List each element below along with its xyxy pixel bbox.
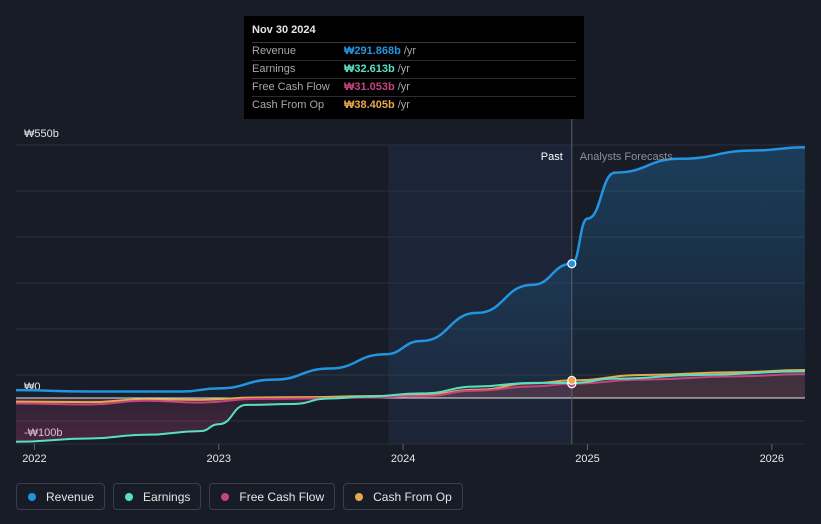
legend-item-cash-from-op[interactable]: Cash From Op xyxy=(343,483,463,510)
legend: Revenue Earnings Free Cash Flow Cash Fro… xyxy=(16,483,463,510)
tooltip-value: ₩38.405b xyxy=(344,99,395,111)
past-label: Past xyxy=(541,151,563,163)
tooltip-unit: /yr xyxy=(397,63,410,75)
legend-item-earnings[interactable]: Earnings xyxy=(113,483,202,510)
legend-label: Revenue xyxy=(46,489,95,504)
cash-from-op-marker xyxy=(567,375,577,385)
tooltip-label: Earnings xyxy=(252,63,296,75)
tooltip-row-revenue: Revenue ₩291.868b /yr xyxy=(252,43,576,61)
revenue-area xyxy=(16,147,805,398)
legend-item-revenue[interactable]: Revenue xyxy=(16,483,106,510)
tooltip-unit: /yr xyxy=(403,45,417,57)
earnings-line xyxy=(15,370,806,443)
revenue-dot-icon xyxy=(28,492,36,501)
tooltip-date: Nov 30 2024 xyxy=(252,23,576,43)
earnings-dot-icon xyxy=(125,492,134,501)
tooltip: Nov 30 2024 Revenue ₩291.868b /yr Earnin… xyxy=(244,16,584,119)
chart-area: ₩550b₩0-₩100bPastAnalysts Forecasts20222… xyxy=(15,118,806,465)
tooltip-row-free-cash-flow: Free Cash Flow ₩31.053b /yr xyxy=(252,79,576,97)
tooltip-label: Revenue xyxy=(252,45,297,57)
earnings-area xyxy=(16,371,805,442)
free-cash-flow-line xyxy=(15,373,806,406)
forecast-label: Analysts Forecasts xyxy=(580,151,673,163)
x-tick-label: 2026 xyxy=(760,453,784,465)
free-cash-flow-dot-icon xyxy=(221,492,230,501)
revenue-line xyxy=(15,146,806,393)
x-tick-label: 2025 xyxy=(575,453,599,465)
y-tick-label: ₩550b xyxy=(24,128,59,140)
cash-from-op-dot-icon xyxy=(355,492,364,501)
x-tick-label: 2023 xyxy=(207,453,231,465)
tooltip-unit: /yr xyxy=(397,99,410,111)
legend-label: Earnings xyxy=(143,489,191,504)
tooltip-value: ₩291.868b xyxy=(344,45,401,57)
legend-label: Free Cash Flow xyxy=(239,489,325,504)
tooltip-unit: /yr xyxy=(397,81,410,93)
tooltip-label: Cash From Op xyxy=(252,99,325,111)
tooltip-label: Free Cash Flow xyxy=(252,81,330,93)
x-tick-label: 2022 xyxy=(22,453,46,465)
x-tick-label: 2024 xyxy=(391,453,415,465)
tooltip-value: ₩32.613b xyxy=(344,63,395,75)
tooltip-row-cash-from-op: Cash From Op ₩38.405b /yr xyxy=(252,97,576,114)
revenue-marker xyxy=(567,259,577,269)
legend-item-free-cash-flow[interactable]: Free Cash Flow xyxy=(209,483,336,510)
tooltip-row-earnings: Earnings ₩32.613b /yr xyxy=(252,61,576,79)
tooltip-value: ₩31.053b xyxy=(344,81,395,93)
legend-label: Cash From Op xyxy=(373,489,452,504)
